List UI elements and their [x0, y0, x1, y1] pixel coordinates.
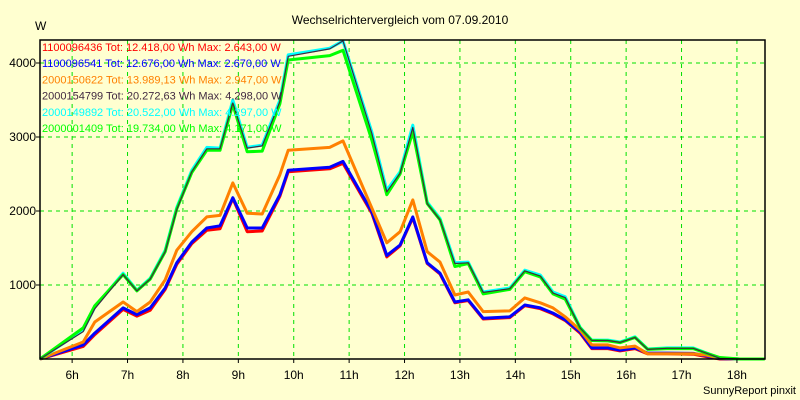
- legend-entry-2000149892: 2000149892 Tot: 20.522,00 Wh Max: 4.297,…: [42, 107, 282, 119]
- footer-credit: SunnyReport pinxit: [703, 385, 796, 397]
- legend-entry-2000154799: 2000154799 Tot: 20.272,63 Wh Max: 4.298,…: [42, 91, 282, 103]
- y-tick-label: 1000: [9, 278, 36, 292]
- legend-entry-1100096541: 1100096541 Tot: 12.676,00 Wh Max: 2.670,…: [42, 58, 281, 70]
- x-tick-label: 10h: [284, 368, 304, 382]
- series-line-2000150622: [39, 139, 765, 361]
- x-tick-label: 6h: [65, 368, 78, 382]
- series-line-1100096541: [39, 159, 765, 361]
- x-tick-label: 8h: [176, 368, 189, 382]
- x-tick-label: 16h: [616, 368, 636, 382]
- x-tick-label: 17h: [672, 368, 692, 382]
- x-tick-label: 9h: [232, 368, 245, 382]
- axis-ticks: 6h 7h 8h 9h 10h 11h 12h 13h 14h 15h 16h 17h 18h 1000 2…: [9, 56, 747, 382]
- y-tick-label: 3000: [9, 130, 36, 144]
- x-tick-label: 15h: [561, 368, 581, 382]
- x-tick-label: 12h: [395, 368, 415, 382]
- x-tick-label: 13h: [450, 368, 470, 382]
- y-tick-label: 4000: [9, 56, 36, 70]
- series-lines: [39, 39, 765, 361]
- legend-entry-2000001409: 2000001409 Tot: 19.734,00 Wh Max: 4.171,…: [42, 123, 282, 135]
- legend-entry-1100096436: 1100096436 Tot: 12.418,00 Wh Max: 2.643,…: [42, 42, 281, 54]
- y-axis-unit: W: [35, 19, 47, 33]
- y-tick-label: 2000: [9, 204, 36, 218]
- legend: 1100096436 Tot: 12.418,00 Wh Max: 2.643,…: [42, 42, 282, 135]
- x-tick-label: 7h: [121, 368, 134, 382]
- x-tick-label: 14h: [505, 368, 525, 382]
- series-line-2000154799: [39, 40, 765, 360]
- x-tick-label: 18h: [727, 368, 747, 382]
- legend-entry-2000150622: 2000150622 Tot: 13.989,13 Wh Max: 2.947,…: [42, 74, 282, 86]
- chart-title: Wechselrichtervergleich vom 07.09.2010: [292, 13, 509, 27]
- plot-frame: [39, 39, 766, 360]
- x-tick-label: 11h: [340, 368, 359, 382]
